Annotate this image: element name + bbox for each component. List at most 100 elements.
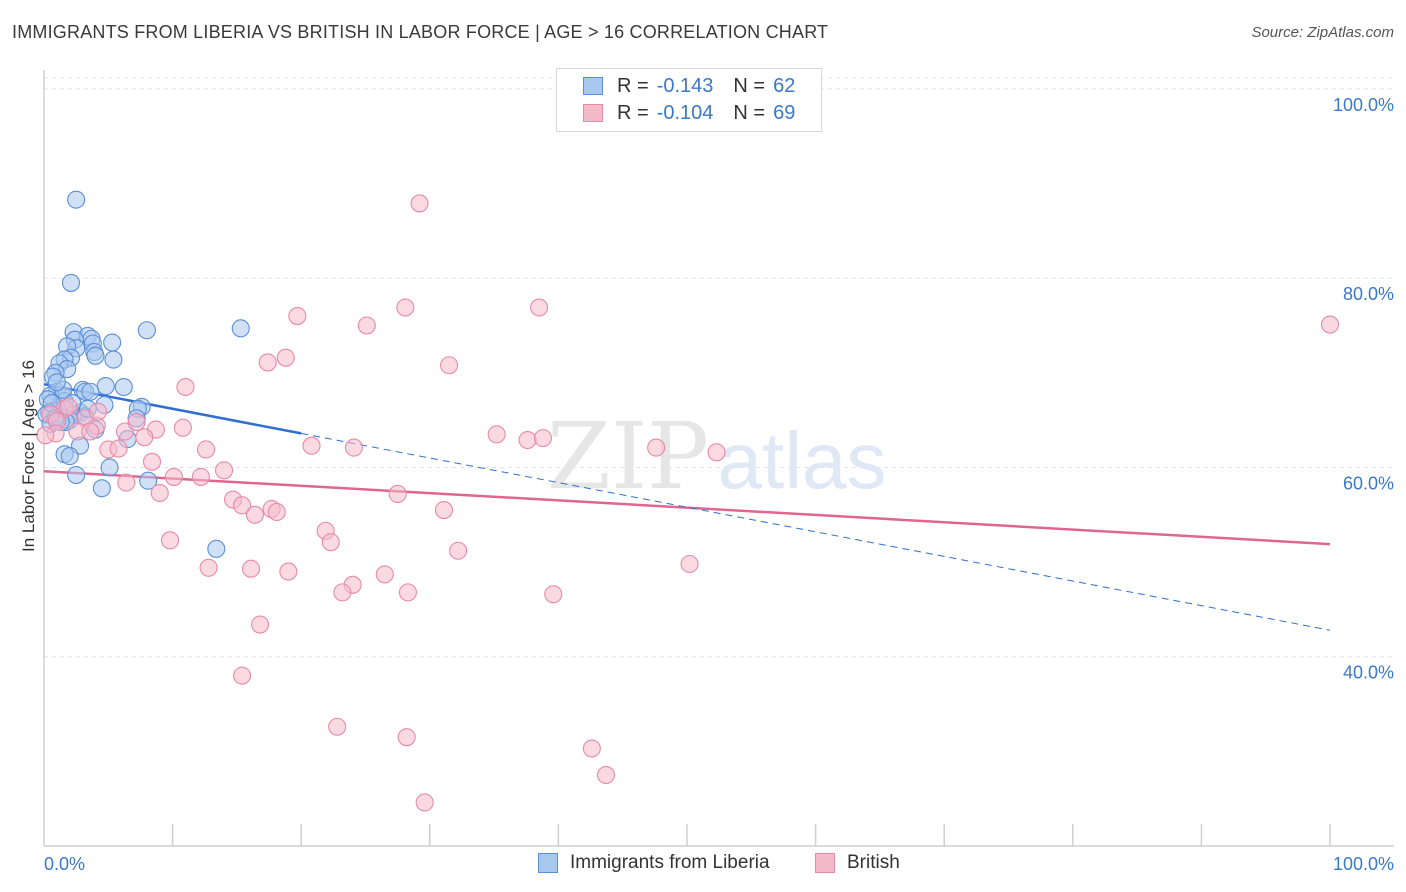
point-british <box>647 438 666 457</box>
point-liberia <box>139 471 158 490</box>
point-british <box>36 426 55 445</box>
legend-n-label: N = <box>733 101 766 124</box>
point-british <box>267 502 286 521</box>
point-british <box>59 397 78 416</box>
legend-swatch-british <box>583 104 603 122</box>
point-british <box>375 565 394 584</box>
point-liberia <box>92 479 111 498</box>
point-british <box>680 554 699 574</box>
legend-n-value: 62 <box>773 74 796 97</box>
point-british <box>232 496 252 515</box>
point-british <box>388 484 407 504</box>
point-british <box>241 559 261 578</box>
point-british <box>530 298 549 317</box>
point-british <box>1320 315 1340 334</box>
point-british <box>276 348 295 367</box>
point-british <box>333 583 352 602</box>
y-tick-label: 100.0% <box>1333 95 1394 115</box>
point-british <box>135 428 154 447</box>
legend-n-label: N = <box>733 74 766 97</box>
point-british <box>357 316 376 335</box>
point-british <box>232 666 252 685</box>
point-british <box>258 353 277 372</box>
chart-title: IMMIGRANTS FROM LIBERIA VS BRITISH IN LA… <box>12 22 829 42</box>
watermark-zip: ZIP <box>547 403 709 510</box>
point-british <box>302 436 321 455</box>
legend-swatch-british <box>815 853 835 873</box>
point-liberia <box>104 350 123 369</box>
legend-label-liberia: Immigrants from Liberia <box>570 852 770 873</box>
point-british <box>328 717 347 736</box>
y-axis-label: In Labor Force | Age > 16 <box>19 360 38 552</box>
watermark: ZIP atlas <box>547 403 887 510</box>
point-british <box>344 438 363 457</box>
legend-swatch-liberia <box>583 77 603 95</box>
point-british <box>397 728 416 747</box>
point-british <box>164 467 183 486</box>
point-liberia <box>114 377 133 397</box>
point-british <box>191 467 210 486</box>
point-british <box>434 500 453 520</box>
point-british <box>250 615 270 634</box>
point-liberia <box>100 458 119 477</box>
point-british <box>199 558 218 577</box>
trend-line-liberia-extrapolated <box>301 432 1331 631</box>
point-liberia <box>137 321 156 340</box>
point-british <box>533 429 553 448</box>
point-british <box>396 298 415 317</box>
point-liberia <box>81 382 100 401</box>
point-british <box>596 765 616 785</box>
x-tick-label-min: 0.0% <box>44 854 85 874</box>
point-british <box>245 505 264 524</box>
point-british <box>150 483 169 503</box>
source-credit: Source: ZipAtlas.com <box>1251 24 1394 41</box>
point-british <box>415 793 434 812</box>
point-liberia <box>86 346 105 365</box>
legend-r-label: R = <box>617 74 649 97</box>
correlation-legend: R = -0.143 N = 62 R = -0.104 N = 69 <box>556 68 822 132</box>
point-liberia <box>60 447 79 466</box>
point-british <box>81 422 100 441</box>
point-british <box>196 440 216 459</box>
point-british <box>109 439 128 458</box>
point-british <box>288 306 307 326</box>
legend-swatch-liberia <box>538 853 558 873</box>
legend-item-liberia: Immigrants from Liberia <box>538 852 770 874</box>
y-tick-label: 40.0% <box>1343 663 1394 683</box>
point-british <box>487 425 506 444</box>
point-liberia <box>61 273 81 292</box>
point-liberia <box>103 333 122 352</box>
point-british <box>214 461 234 480</box>
point-british <box>142 452 162 471</box>
legend-r-value: -0.104 <box>656 101 714 124</box>
trend-line-british <box>43 470 1331 546</box>
point-british <box>544 585 563 604</box>
point-british <box>398 583 417 602</box>
point-liberia <box>67 465 86 485</box>
data-points <box>36 190 1340 812</box>
axis-labels: In Labor Force | Age > 16 0.0% 100.0% 40… <box>19 95 1394 874</box>
point-british <box>582 739 601 758</box>
legend-row-british: R = -0.104 N = 69 <box>583 100 795 126</box>
point-british <box>173 418 192 437</box>
legend-r-value: -0.143 <box>656 74 714 97</box>
legend-row-liberia: R = -0.143 N = 62 <box>583 73 795 99</box>
legend-item-british: British <box>815 852 900 874</box>
point-british <box>518 430 537 450</box>
legend-r-label: R = <box>617 101 649 124</box>
watermark-atlas: atlas <box>718 416 887 505</box>
point-liberia <box>67 190 86 209</box>
point-british <box>88 402 108 421</box>
point-british <box>440 356 459 375</box>
point-british <box>321 533 340 552</box>
y-tick-label: 80.0% <box>1343 284 1394 304</box>
point-british <box>117 473 136 492</box>
point-british <box>176 377 195 397</box>
point-british <box>707 443 726 462</box>
point-british <box>127 412 146 432</box>
axes <box>43 70 1394 847</box>
legend-n-value: 69 <box>773 101 796 124</box>
legend-label-british: British <box>847 852 900 873</box>
point-liberia <box>231 319 250 338</box>
